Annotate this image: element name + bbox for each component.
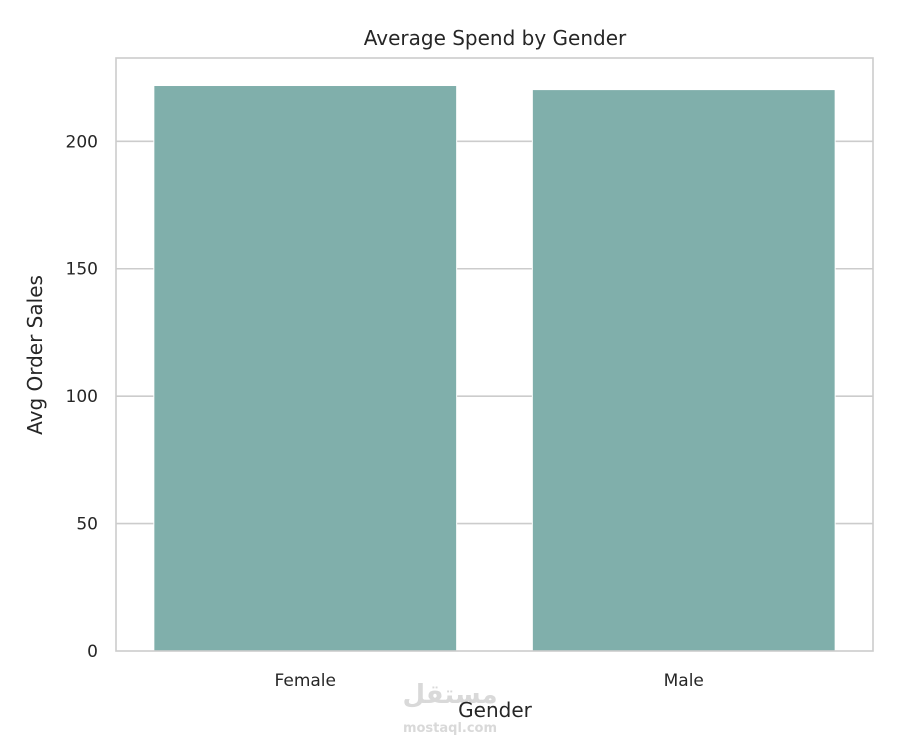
bar-female [153, 85, 458, 652]
x-tick-labels: Female Male [275, 671, 704, 691]
watermark-site: mostaql.com [403, 721, 497, 736]
y-tick-label-50: 50 [76, 515, 98, 535]
x-tick-label-female: Female [275, 671, 336, 691]
bars [153, 85, 836, 652]
bar-male [531, 89, 836, 652]
x-tick-label-male: Male [664, 671, 704, 691]
y-tick-labels: 0 50 100 150 200 [66, 132, 98, 662]
y-tick-label-200: 200 [66, 132, 98, 152]
x-axis-label: Gender [458, 698, 532, 722]
plot-frame [115, 57, 874, 652]
chart-title: Average Spend by Gender [364, 26, 627, 50]
y-tick-label-100: 100 [66, 387, 98, 407]
watermark: مستقل mostaql.com [402, 680, 497, 736]
y-axis-label: Avg Order Sales [23, 275, 47, 435]
watermark-logo: مستقل [402, 680, 497, 710]
y-tick-label-0: 0 [87, 642, 98, 662]
y-tick-label-150: 150 [66, 260, 98, 280]
